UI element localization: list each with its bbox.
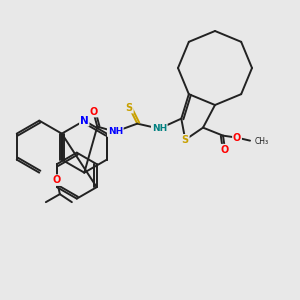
Text: CH₃: CH₃ bbox=[255, 137, 269, 146]
Text: NH: NH bbox=[108, 127, 123, 136]
Text: O: O bbox=[233, 133, 241, 142]
Text: NH: NH bbox=[152, 124, 167, 133]
Text: N: N bbox=[80, 116, 89, 126]
Text: S: S bbox=[182, 135, 189, 145]
Text: O: O bbox=[221, 145, 229, 154]
Text: S: S bbox=[126, 103, 133, 112]
Text: O: O bbox=[89, 106, 98, 117]
Text: O: O bbox=[53, 175, 61, 185]
